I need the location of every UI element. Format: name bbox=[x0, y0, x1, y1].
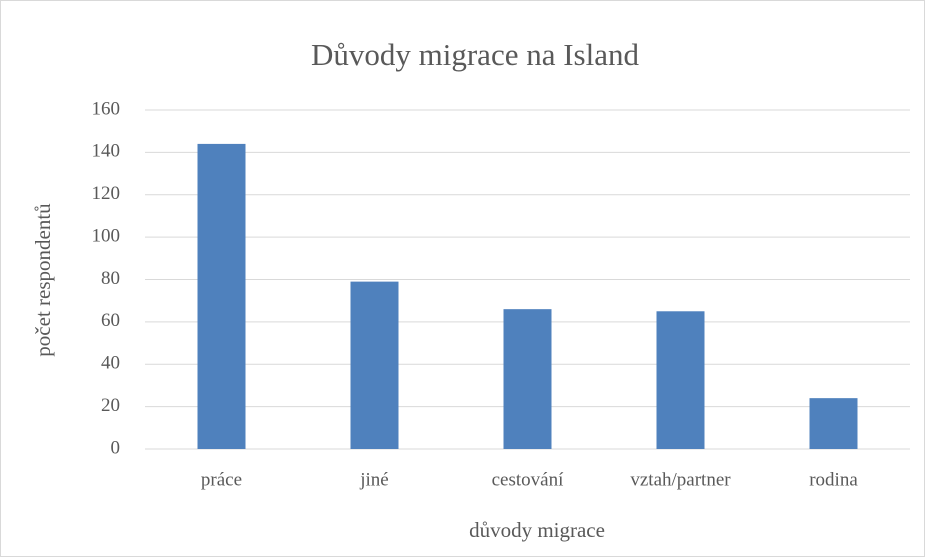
y-axis-title: počet respondentů bbox=[31, 203, 55, 357]
x-tick-label: práce bbox=[201, 469, 242, 490]
y-tick-label: 140 bbox=[92, 141, 121, 162]
bar bbox=[656, 311, 705, 449]
bar bbox=[197, 143, 246, 449]
y-tick-label: 20 bbox=[101, 395, 120, 416]
bar bbox=[809, 398, 858, 449]
y-tick-label: 100 bbox=[92, 225, 121, 246]
y-tick-label: 40 bbox=[101, 353, 120, 374]
bar bbox=[350, 281, 399, 449]
y-tick-label: 0 bbox=[111, 437, 121, 458]
x-tick-label: jiné bbox=[359, 469, 389, 490]
y-tick-label: 60 bbox=[101, 310, 120, 331]
y-tick-label: 80 bbox=[101, 268, 120, 289]
x-tick-label: vztah/partner bbox=[630, 469, 731, 490]
x-axis-title: důvody migrace bbox=[469, 518, 605, 542]
y-tick-label: 120 bbox=[92, 183, 121, 204]
x-tick-label: rodina bbox=[809, 469, 858, 490]
x-tick-label: cestování bbox=[492, 469, 564, 490]
chart-title: Důvody migrace na Island bbox=[311, 37, 639, 72]
y-tick-label: 160 bbox=[92, 98, 121, 119]
bar bbox=[503, 309, 552, 449]
